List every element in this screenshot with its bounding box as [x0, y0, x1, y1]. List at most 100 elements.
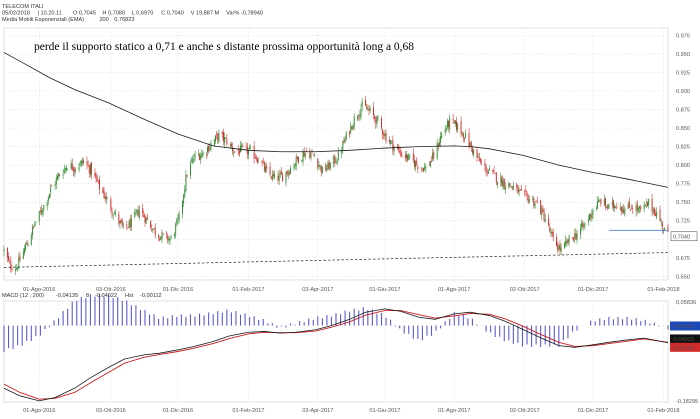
candle-body-308 [494, 173, 496, 174]
candle-body-319 [511, 186, 513, 189]
candle-body-226 [365, 99, 367, 106]
candle-body-140 [226, 138, 228, 145]
candle-body-64 [105, 196, 107, 201]
candle-body-275 [441, 133, 443, 138]
candle-body-370 [592, 209, 594, 215]
candle-body-52 [87, 165, 89, 166]
candle-body-120 [194, 153, 196, 158]
candle-body-217 [350, 125, 352, 133]
candle-body-106 [174, 234, 176, 237]
candle-body-202 [326, 168, 328, 170]
macd-header-item-4: -0,04022 [95, 293, 117, 299]
candle-body-142 [230, 144, 232, 147]
candle-body-352 [565, 240, 567, 245]
candle-body-394 [631, 208, 633, 209]
candle-body-230 [369, 107, 371, 111]
candle-body-189 [304, 152, 306, 157]
candle-body-151 [245, 145, 247, 147]
candle-body-407 [652, 209, 654, 213]
candle-body-387 [620, 206, 622, 211]
candle-body-270 [433, 151, 435, 159]
candle-body-53 [88, 166, 90, 174]
candle-body-325 [520, 188, 522, 191]
candle-body-192 [310, 153, 312, 158]
candle-body-260 [417, 166, 419, 170]
candle-body-57 [95, 174, 97, 179]
candle-body-222 [358, 115, 360, 116]
candle-body-416 [667, 226, 669, 232]
ohlc-item-7: Var% -0,78940 [226, 11, 263, 17]
candle-body-357 [573, 237, 575, 241]
candle-body-73 [120, 219, 122, 223]
candle-body-342 [549, 227, 551, 232]
candle-body-92 [151, 228, 153, 232]
macd-x-tick-label-9: 01-Feb-2018 [647, 408, 679, 414]
candle-body-158 [255, 158, 257, 160]
candle-body-321 [516, 183, 518, 188]
candle-body-20 [35, 222, 37, 223]
candle-body-181 [293, 166, 295, 168]
candle-body-295 [473, 149, 475, 155]
candle-body-205 [329, 163, 331, 168]
macd-header-item-0: MACD [2, 293, 18, 299]
candle-body-6 [14, 269, 16, 271]
candle-body-315 [504, 186, 506, 190]
candle-body-251 [404, 155, 406, 159]
candle-body-123 [200, 155, 202, 160]
candle-body-219 [352, 125, 354, 130]
candle-body-269 [432, 153, 434, 160]
macd-x-tick-label-4: 03-Apr-2017 [302, 408, 333, 414]
candle-body-398 [637, 207, 639, 212]
macd-header-item-5: Hst [125, 293, 134, 299]
price-panel-frame [3, 27, 669, 281]
candle-body-165 [266, 166, 268, 169]
candle-body-415 [664, 227, 666, 231]
candle-body-271 [436, 142, 438, 159]
candle-body-95 [154, 227, 156, 235]
candle-body-228 [367, 109, 369, 111]
candle-body-172 [278, 174, 280, 181]
candle-body-276 [444, 129, 446, 133]
candle-body-7 [16, 268, 17, 270]
candle-body-33 [56, 175, 58, 180]
candle-body-408 [653, 208, 655, 216]
candle-body-124 [201, 153, 203, 158]
dashed-trendline [3, 252, 669, 268]
candle-body-345 [552, 232, 554, 238]
candle-body-135 [218, 132, 220, 143]
candle-body-313 [502, 180, 504, 189]
candle-body-409 [655, 213, 656, 216]
macd-x-tick-label-5: 01-Giu-2017 [369, 408, 400, 414]
price-tick-label-12: 0.675 [676, 256, 690, 262]
candle-body-299 [479, 159, 481, 162]
candle-body-179 [288, 172, 290, 175]
candle-body-11 [22, 251, 24, 259]
last-price-tag [670, 231, 698, 242]
candle-body-4 [10, 260, 12, 269]
candle-body-9 [18, 257, 20, 269]
candle-body-223 [359, 114, 361, 118]
candle-body-277 [445, 128, 447, 131]
macd-x-tick-label-0: 01-Ago-2016 [23, 408, 55, 414]
candle-body-285 [457, 123, 459, 131]
candle-body-30 [51, 186, 53, 187]
candle-body-362 [581, 223, 583, 228]
candle-body-133 [216, 134, 218, 135]
candle-body-232 [374, 116, 376, 119]
price-tick-label-5: 0.850 [676, 126, 690, 132]
candle-body-224 [360, 108, 362, 116]
macd-header-item-3: 8 [86, 293, 89, 299]
candle-body-367 [589, 213, 591, 221]
candle-body-221 [357, 116, 359, 119]
candle-body-330 [528, 199, 530, 203]
price-x-tick-label-4: 03-Apr-2017 [302, 287, 333, 293]
candle-body-188 [303, 151, 305, 157]
candle-body-21 [38, 210, 40, 222]
candle-body-175 [282, 174, 284, 182]
macd-signal-tag-bg [670, 334, 700, 344]
candle-body-334 [535, 201, 537, 202]
candle-body-139 [225, 137, 227, 139]
candle-body-287 [461, 132, 463, 136]
price-x-tick-label-8: 01-Dic-2017 [578, 287, 608, 293]
